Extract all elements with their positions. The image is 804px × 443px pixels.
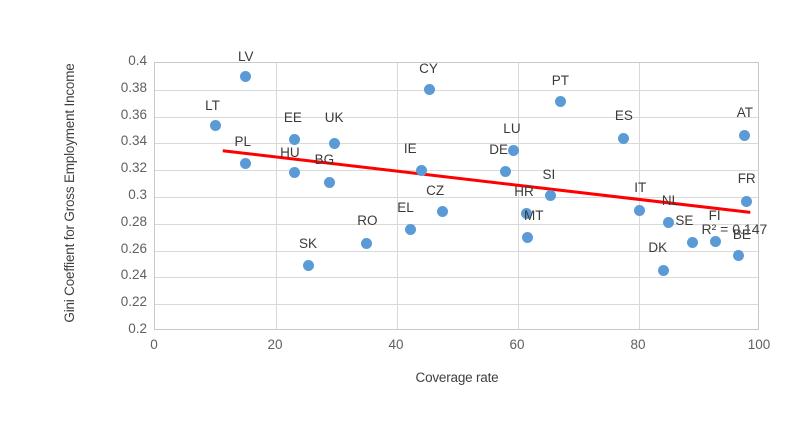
data-point[interactable] [741,195,753,207]
data-point[interactable] [733,250,745,262]
point-label: CZ [426,182,445,198]
point-label: DK [648,240,668,256]
point-label: SI [542,166,556,182]
point-label: LV [237,48,254,64]
point-label: DE [489,142,509,158]
gridline-horizontal [155,89,758,91]
plot-area: LV LT PL EE UK HU BG SK RO CY IE EL CZ PT LU DE SI HR MT ES… [154,49,759,330]
y-axis-title: Gini Coeffient for Gross Employment Inco… [62,63,77,323]
x-tick-label: 40 [388,337,404,352]
y-tick-label: 0.34 [120,133,147,149]
data-point[interactable] [302,259,314,271]
y-tick-label: 0.3 [128,187,147,202]
point-label: BE [732,226,751,242]
gridline-horizontal [155,170,758,172]
point-label: CY [419,60,438,76]
data-point[interactable] [520,207,532,219]
data-point[interactable] [423,84,435,96]
point-label: HR [514,183,534,199]
y-tick-label: 0.4 [128,53,147,68]
point-label: FR [737,170,756,186]
data-point[interactable] [361,238,373,250]
y-tick-label: 0.36 [120,106,147,122]
y-tick-label: 0.26 [120,240,147,256]
data-point[interactable] [739,129,751,141]
data-point[interactable] [507,144,519,156]
gridline-horizontal [155,223,758,225]
data-point[interactable] [289,167,301,179]
x-axis-title: Coverage rate [415,370,499,385]
gridline-horizontal [155,116,758,118]
point-label: UK [324,110,344,126]
x-tick-label: 100 [747,337,771,352]
data-point[interactable] [633,204,645,216]
gridline-horizontal [155,277,758,279]
gridline-vertical [397,63,398,329]
x-tick-label: 20 [267,337,283,352]
y-tick-label: 0.22 [120,294,147,310]
point-label: RO [357,213,378,229]
point-label: SE [675,213,694,229]
data-point[interactable] [210,120,221,132]
data-point[interactable] [618,132,630,144]
point-label: SK [299,236,318,252]
y-tick-label: 0.38 [120,79,147,95]
point-label: EL [397,200,414,216]
data-point[interactable] [544,190,556,202]
point-label: PT [551,72,569,88]
gridline-horizontal [155,250,758,252]
data-point[interactable] [658,265,670,277]
point-label: EE [283,110,302,126]
data-point[interactable] [436,206,448,218]
point-label: LU [503,121,521,136]
data-point[interactable] [328,137,340,149]
data-point[interactable] [239,158,251,169]
data-point[interactable] [555,96,567,108]
y-tick-label: 0.2 [128,321,147,336]
point-label: LT [205,98,220,114]
point-label: PL [234,134,251,150]
y-tick-label: 0.24 [120,267,147,283]
y-tick-label: 0.32 [120,160,147,176]
x-tick-label: 60 [509,337,525,352]
gridline-vertical [639,63,640,329]
data-point[interactable] [240,70,252,82]
data-point[interactable] [687,237,699,249]
point-label: HU [280,145,300,161]
gridline-horizontal [155,304,758,306]
data-point[interactable] [663,216,675,228]
data-point[interactable] [404,223,416,235]
data-point[interactable] [288,133,300,145]
r-squared-annotation: R² = 0.147 [701,221,768,238]
point-label: ES [614,107,633,123]
data-point[interactable] [522,231,534,243]
point-label: IE [403,141,417,157]
data-point[interactable] [323,176,335,188]
point-label: FI [708,208,721,224]
point-label: NL [661,193,680,209]
gridline-horizontal [155,143,758,145]
data-point[interactable] [415,164,427,176]
point-label: BG [314,151,335,167]
y-tick-label: 0.28 [120,213,147,229]
point-label: IT [634,179,647,195]
x-tick-label: 0 [150,337,158,352]
data-point[interactable] [500,166,512,178]
x-tick-label: 80 [630,337,646,352]
data-point[interactable] [709,235,721,247]
point-label: AT [736,104,753,120]
point-label: MT [523,208,544,224]
gridline-vertical [276,63,277,329]
